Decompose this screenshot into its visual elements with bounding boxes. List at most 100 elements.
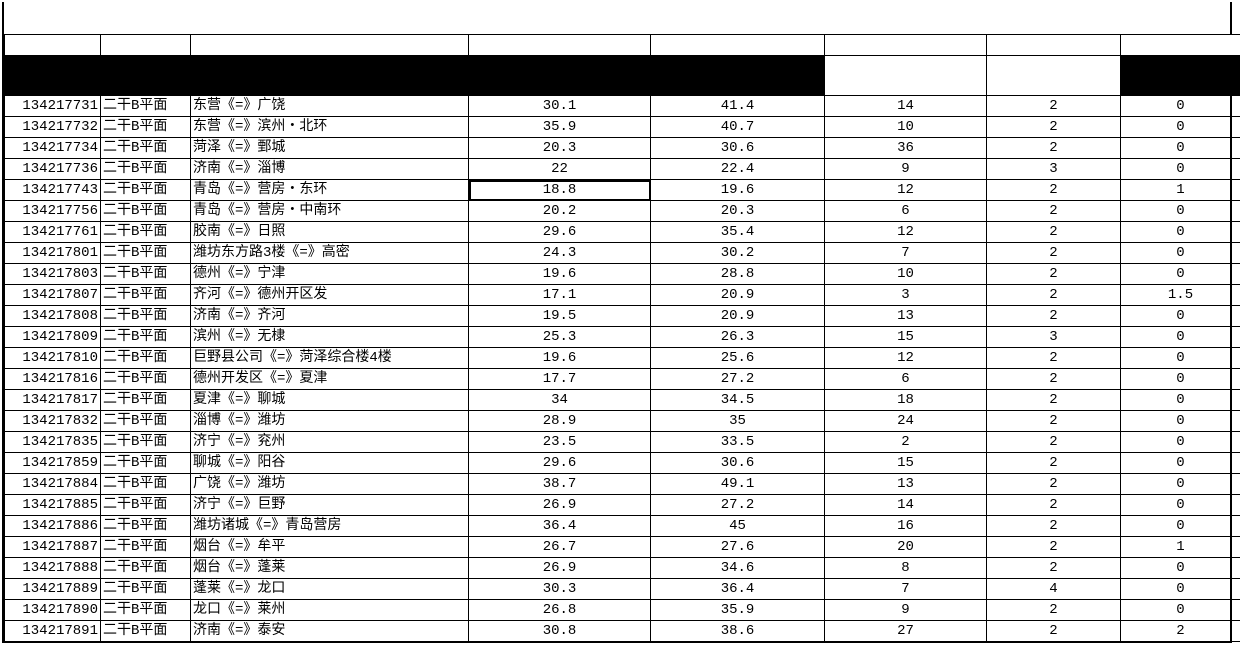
cell-n1[interactable]: 26.7 [469,537,651,558]
cell-n2[interactable]: 49.1 [651,474,825,495]
cell-n4[interactable]: 2 [987,390,1121,411]
cell-id[interactable]: 134217888 [5,558,101,579]
cell-id[interactable]: 134217761 [5,222,101,243]
cell-n1[interactable]: 34 [469,390,651,411]
cell-n3[interactable]: 10 [825,117,987,138]
cell-n3[interactable]: 9 [825,159,987,180]
cell-n3[interactable]: 6 [825,201,987,222]
cell-n4[interactable]: 2 [987,117,1121,138]
cell-n4[interactable]: 2 [987,348,1121,369]
cell-n1[interactable]: 28.9 [469,411,651,432]
cell-id[interactable]: 134217890 [5,600,101,621]
cell-id[interactable]: 134217887 [5,537,101,558]
cell-type[interactable]: 二干B平面 [101,264,191,285]
cell-desc[interactable]: 龙口《=》莱州 [191,600,469,621]
cell-n4[interactable]: 2 [987,558,1121,579]
cell-type[interactable]: 二干B平面 [101,180,191,201]
cell-n3[interactable]: 12 [825,180,987,201]
cell-n2[interactable]: 22.4 [651,159,825,180]
cell-desc[interactable]: 青岛《=》营房・中南环 [191,201,469,222]
cell-n1[interactable]: 19.6 [469,348,651,369]
cell-n3[interactable]: 27 [825,621,987,642]
cell-n5[interactable]: 0 [1121,369,1240,390]
cell-desc[interactable]: 济宁《=》兖州 [191,432,469,453]
cell-n2[interactable]: 34.5 [651,390,825,411]
cell-n1[interactable]: 36.4 [469,516,651,537]
cell-desc[interactable]: 烟台《=》蓬莱 [191,558,469,579]
cell-n3[interactable]: 20 [825,537,987,558]
cell-n1[interactable]: 19.5 [469,306,651,327]
cell-n3[interactable]: 18 [825,390,987,411]
cell-n5[interactable]: 0 [1121,327,1240,348]
cell-n5[interactable]: 0 [1121,453,1240,474]
cell-n3[interactable]: 6 [825,369,987,390]
cell-desc[interactable]: 蓬莱《=》龙口 [191,579,469,600]
cell-type[interactable]: 二干B平面 [101,474,191,495]
cell-n3[interactable]: 12 [825,348,987,369]
cell-type[interactable]: 二干B平面 [101,306,191,327]
cell-n3[interactable]: 15 [825,453,987,474]
cell-n5[interactable]: 0 [1121,264,1240,285]
cell-n3[interactable]: 2 [825,432,987,453]
cell-n2[interactable]: 25.6 [651,348,825,369]
cell-n1[interactable]: 30.1 [469,96,651,117]
cell-desc[interactable]: 夏津《=》聊城 [191,390,469,411]
cell-id[interactable]: 134217732 [5,117,101,138]
cell-id[interactable]: 134217808 [5,306,101,327]
cell-id[interactable]: 134217816 [5,369,101,390]
cell-type[interactable]: 二干B平面 [101,243,191,264]
cell-n1[interactable]: 26.8 [469,600,651,621]
cell-n4[interactable]: 2 [987,537,1121,558]
cell-desc[interactable]: 巨野县公司《=》菏泽综合楼4楼 [191,348,469,369]
cell-id[interactable]: 134217736 [5,159,101,180]
cell-n4[interactable]: 3 [987,327,1121,348]
cell-n5[interactable]: 0 [1121,96,1240,117]
cell-n2[interactable]: 28.8 [651,264,825,285]
cell-id[interactable]: 134217884 [5,474,101,495]
cell-n4[interactable]: 2 [987,411,1121,432]
cell-id[interactable]: 134217889 [5,579,101,600]
cell-n5[interactable]: 0 [1121,432,1240,453]
cell-type[interactable]: 二干B平面 [101,453,191,474]
cell-type[interactable]: 二干B平面 [101,96,191,117]
cell-n4[interactable]: 2 [987,306,1121,327]
cell-type[interactable]: 二干B平面 [101,621,191,642]
cell-n4[interactable]: 2 [987,222,1121,243]
cell-id[interactable]: 134217803 [5,264,101,285]
cell-n3[interactable]: 13 [825,306,987,327]
cell-n3[interactable]: 7 [825,243,987,264]
cell-n3[interactable]: 8 [825,558,987,579]
cell-n4[interactable]: 4 [987,579,1121,600]
cell-type[interactable]: 二干B平面 [101,516,191,537]
cell-id[interactable]: 134217885 [5,495,101,516]
cell-type[interactable]: 二干B平面 [101,327,191,348]
cell-desc[interactable]: 潍坊诸城《=》青岛营房 [191,516,469,537]
cell-n4[interactable]: 3 [987,159,1121,180]
cell-id[interactable]: 134217809 [5,327,101,348]
cell-n2[interactable]: 27.2 [651,495,825,516]
cell-n4[interactable]: 2 [987,621,1121,642]
cell-desc[interactable]: 菏泽《=》鄄城 [191,138,469,159]
cell-n5[interactable]: 0 [1121,243,1240,264]
cell-n5[interactable]: 0 [1121,348,1240,369]
cell-type[interactable]: 二干B平面 [101,579,191,600]
cell-n4[interactable]: 2 [987,285,1121,306]
cell-n2[interactable]: 20.9 [651,285,825,306]
cell-id[interactable]: 134217756 [5,201,101,222]
cell-n5[interactable]: 0 [1121,411,1240,432]
cell-n1[interactable]: 38.7 [469,474,651,495]
cell-n4[interactable]: 2 [987,600,1121,621]
cell-n1[interactable]: 26.9 [469,495,651,516]
cell-n5[interactable]: 0 [1121,117,1240,138]
cell-type[interactable]: 二干B平面 [101,138,191,159]
cell-desc[interactable]: 青岛《=》营房・东环 [191,180,469,201]
cell-n2[interactable]: 20.9 [651,306,825,327]
cell-n1[interactable]: 17.1 [469,285,651,306]
cell-n2[interactable]: 36.4 [651,579,825,600]
cell-id[interactable]: 134217734 [5,138,101,159]
cell-type[interactable]: 二干B平面 [101,558,191,579]
cell-n2[interactable]: 20.3 [651,201,825,222]
cell-n3[interactable]: 14 [825,495,987,516]
cell-type[interactable]: 二干B平面 [101,369,191,390]
cell-n1[interactable]: 24.3 [469,243,651,264]
